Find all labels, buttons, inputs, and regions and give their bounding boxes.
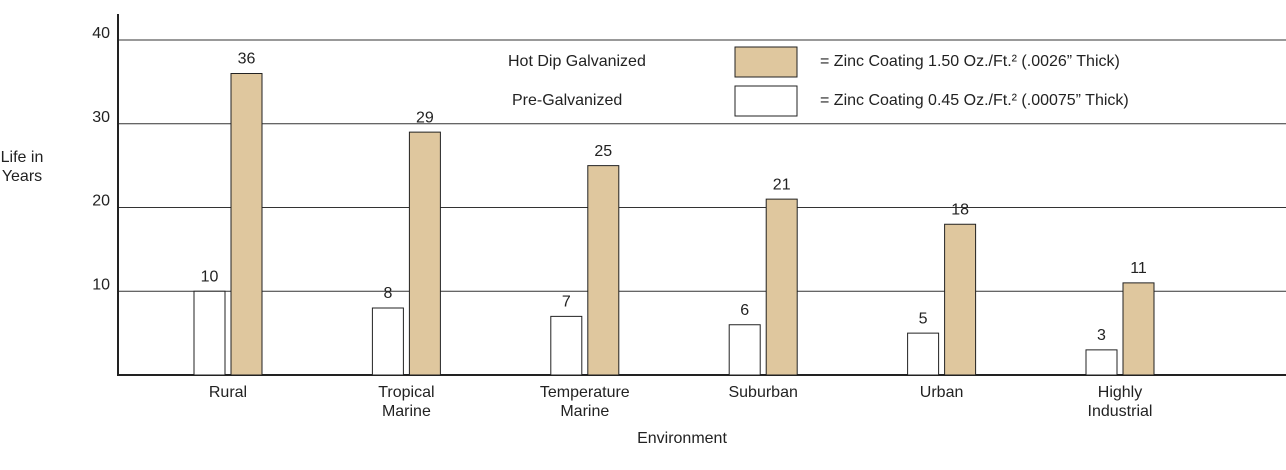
bar (907, 332, 940, 376)
x-tick-label: Highly Industrial (1087, 384, 1153, 420)
data-label: 10 (201, 268, 219, 285)
legend-swatch (734, 85, 798, 117)
data-label: 25 (594, 143, 612, 160)
data-label: 36 (238, 51, 256, 68)
data-label: 18 (951, 201, 969, 218)
bar (1122, 282, 1155, 376)
x-tick-label: Suburban (728, 384, 798, 401)
legend-description: = Zinc Coating 1.50 Oz./Ft.² (.0026” Thi… (820, 53, 1120, 70)
bar (408, 131, 441, 376)
bar (765, 198, 798, 376)
data-label: 7 (562, 294, 571, 311)
x-tick-label: Urban (919, 384, 964, 401)
data-label: 6 (740, 302, 749, 319)
legend-description: = Zinc Coating 0.45 Oz./Ft.² (.00075” Th… (820, 92, 1129, 109)
data-label: 21 (773, 176, 791, 193)
y-tick-label: 20 (92, 193, 110, 210)
x-tick-label: Rural (208, 384, 248, 401)
y-tick-label: 40 (92, 25, 110, 42)
bar (230, 73, 263, 376)
bar (728, 324, 761, 376)
data-label: 3 (1097, 327, 1106, 344)
bar (193, 290, 226, 376)
data-label: 5 (919, 310, 928, 327)
bar (1085, 349, 1118, 376)
x-axis-label: Environment (637, 430, 727, 447)
data-label: 11 (1130, 260, 1147, 277)
x-tick-label: Temperature Marine (539, 384, 630, 420)
legend-swatch (734, 46, 798, 78)
x-tick-label: Tropical Marine (378, 384, 435, 420)
legend-label: Hot Dip Galvanized (508, 53, 646, 70)
y-axis-label: Life in Years (0, 149, 44, 185)
bar (371, 307, 404, 376)
y-tick-label: 10 (92, 276, 110, 293)
y-tick-label: 30 (92, 109, 110, 126)
legend-label: Pre-Galvanized (512, 92, 622, 109)
bar (587, 165, 620, 376)
data-label: 29 (416, 109, 434, 126)
bar (944, 223, 977, 376)
data-label: 8 (383, 285, 392, 302)
bar (550, 315, 583, 376)
